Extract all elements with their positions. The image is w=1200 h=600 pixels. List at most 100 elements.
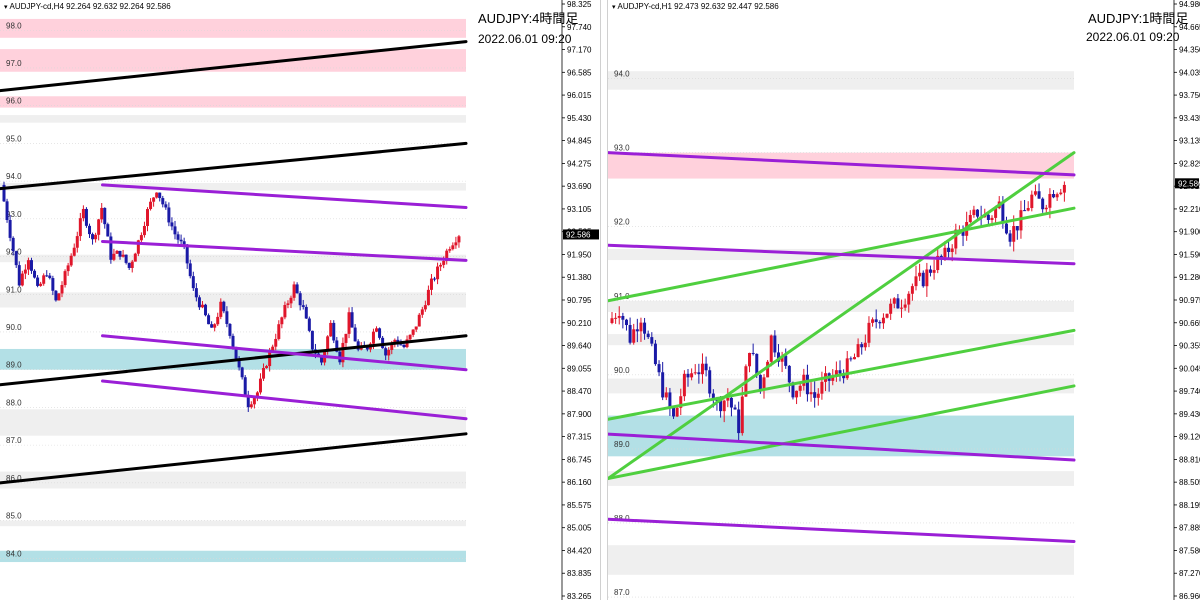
level-label: 88.0 xyxy=(6,398,22,407)
candle-body xyxy=(408,334,412,340)
chart-canvas-h1[interactable]: 94.093.092.091.090.089.088.087.094.98094… xyxy=(608,0,1200,600)
level-label: 90.0 xyxy=(6,323,22,332)
candle-body xyxy=(222,301,226,312)
candle-body xyxy=(679,396,683,408)
zone-band xyxy=(0,254,466,263)
candle-body xyxy=(29,260,33,271)
candle-body xyxy=(769,335,773,362)
chart-panel-h1[interactable]: 94.093.092.091.090.089.088.087.094.98094… xyxy=(608,0,1200,600)
candle-body xyxy=(106,224,110,237)
axis-tick-label: 93.435 xyxy=(1179,114,1200,123)
candle-body xyxy=(155,192,159,198)
candle-body xyxy=(900,307,904,309)
level-label: 85.0 xyxy=(6,512,22,521)
axis-tick-label: 93.135 xyxy=(1179,137,1200,146)
candle-body xyxy=(650,337,654,344)
candle-body xyxy=(164,204,168,208)
candle-body xyxy=(932,270,936,273)
zone-band xyxy=(608,415,1074,457)
candle-body xyxy=(639,322,643,332)
candle-body xyxy=(943,247,947,258)
dropdown-triangle-icon[interactable]: ▾ xyxy=(4,4,8,11)
purple-trendline xyxy=(608,151,1076,177)
chart-timestamp-h1: 2022.06.01 09:20 xyxy=(1086,30,1180,44)
candle-body xyxy=(1059,192,1063,195)
candle-body xyxy=(802,374,806,386)
candle-body xyxy=(200,304,204,308)
candle-body xyxy=(708,370,712,394)
candle-body xyxy=(393,339,397,343)
candle-body xyxy=(94,234,98,240)
green-trendline xyxy=(608,384,1076,481)
candle-body xyxy=(675,407,679,417)
price-axis-bg xyxy=(562,0,600,600)
candle-body xyxy=(903,304,907,308)
zone-band xyxy=(608,545,1074,575)
axis-tick-label: 86.960 xyxy=(1179,592,1200,600)
chart-panel-h4[interactable]: 98.0 97.0 96.0 95.0 94.0 93.0 92.0 91.0 90.0 89.0… xyxy=(0,0,600,600)
current-price-label: 92.586 xyxy=(566,230,591,239)
candle-body xyxy=(81,208,85,219)
axis-tick-label: 87.900 xyxy=(567,410,592,419)
candle-body xyxy=(219,301,223,317)
axis-tick-label: 90.975 xyxy=(1179,296,1200,305)
axis-tick-label: 86.745 xyxy=(567,455,592,464)
candle-body xyxy=(176,234,180,240)
candle-body xyxy=(928,269,932,273)
candle-body xyxy=(146,209,150,226)
level-label: 98.0 xyxy=(6,21,22,30)
chart-canvas-h4[interactable]: 98.0 97.0 96.0 95.0 94.0 93.0 92.0 91.0 90.0 89.0… xyxy=(0,0,600,600)
level-label: 93.0 xyxy=(614,144,630,153)
level-label: 89.0 xyxy=(6,361,22,370)
axis-tick-label: 89.740 xyxy=(1179,387,1200,396)
candle-body xyxy=(661,372,665,398)
axis-tick-label: 94.275 xyxy=(567,159,592,168)
axis-tick-label: 92.210 xyxy=(1179,205,1200,214)
candle-body xyxy=(347,312,351,334)
candle-body xyxy=(776,352,780,362)
axis-tick-label: 96.015 xyxy=(567,91,592,100)
purple-trendline xyxy=(101,239,468,262)
current-price-tag xyxy=(563,229,599,240)
candle-body xyxy=(231,335,235,347)
candle-body xyxy=(289,297,293,304)
candle-body xyxy=(784,355,788,366)
axis-tick-label: 90.210 xyxy=(567,319,592,328)
candle-body xyxy=(204,304,208,316)
axis-tick-label: 89.120 xyxy=(1179,433,1200,442)
axis-tick-label: 90.665 xyxy=(1179,319,1200,328)
level-label: 92.0 xyxy=(6,248,22,257)
level-label: 94.0 xyxy=(6,172,22,181)
candle-body xyxy=(621,315,625,320)
candle-body xyxy=(307,318,311,331)
chart-title-h1: AUDJPY:1時間足 xyxy=(1088,11,1189,26)
axis-tick-label: 93.690 xyxy=(567,182,592,191)
candle-body xyxy=(258,378,262,393)
black-trendline xyxy=(0,40,468,93)
candle-body xyxy=(262,368,266,379)
candle-body xyxy=(690,373,694,378)
candle-body xyxy=(365,346,369,350)
candle-body xyxy=(719,400,723,412)
axis-tick-label: 87.885 xyxy=(1179,524,1200,533)
candle-body xyxy=(758,374,762,390)
candle-body xyxy=(697,372,701,375)
candle-body xyxy=(834,370,838,377)
candle-body xyxy=(133,253,137,262)
candle-body xyxy=(326,336,330,352)
candle-body xyxy=(26,260,30,270)
axis-tick-label: 89.430 xyxy=(1179,410,1200,419)
candle-body xyxy=(14,251,18,266)
panel-divider[interactable] xyxy=(600,0,608,600)
candle-body xyxy=(417,314,421,327)
candle-body xyxy=(668,392,672,408)
candle-body xyxy=(968,215,972,223)
candle-body xyxy=(1023,210,1027,212)
candle-body xyxy=(881,317,885,324)
zone-band xyxy=(0,18,466,38)
candle-body xyxy=(820,381,824,394)
candle-body xyxy=(295,284,299,294)
green-trendline xyxy=(608,328,1076,421)
candle-body xyxy=(914,276,918,287)
dropdown-triangle-icon[interactable]: ▾ xyxy=(612,4,616,11)
